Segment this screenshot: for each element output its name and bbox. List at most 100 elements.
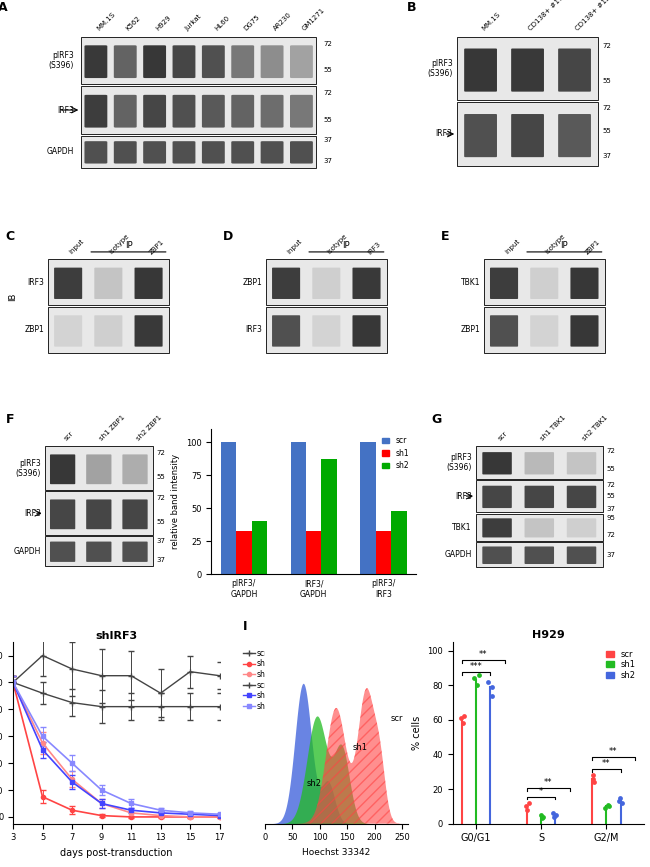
FancyBboxPatch shape bbox=[571, 268, 599, 299]
Point bbox=[487, 680, 497, 694]
Text: **: ** bbox=[544, 779, 552, 787]
Point bbox=[614, 794, 624, 808]
Text: 72: 72 bbox=[606, 532, 616, 538]
X-axis label: Hoechst 33342: Hoechst 33342 bbox=[302, 848, 370, 857]
Text: 37: 37 bbox=[606, 506, 616, 512]
Text: **: ** bbox=[479, 650, 488, 660]
X-axis label: days post-transduction: days post-transduction bbox=[60, 848, 172, 858]
FancyBboxPatch shape bbox=[44, 447, 153, 490]
Text: 37: 37 bbox=[157, 557, 166, 563]
FancyBboxPatch shape bbox=[476, 480, 603, 512]
FancyBboxPatch shape bbox=[122, 499, 148, 529]
FancyBboxPatch shape bbox=[457, 36, 598, 101]
Text: IRF3: IRF3 bbox=[57, 106, 73, 114]
FancyBboxPatch shape bbox=[266, 259, 387, 305]
Text: 72: 72 bbox=[157, 450, 166, 456]
Text: IRF3: IRF3 bbox=[245, 325, 262, 335]
FancyBboxPatch shape bbox=[290, 141, 313, 164]
FancyBboxPatch shape bbox=[50, 454, 75, 484]
Title: H929: H929 bbox=[532, 630, 564, 640]
FancyBboxPatch shape bbox=[484, 307, 604, 353]
Text: input: input bbox=[68, 238, 85, 256]
FancyBboxPatch shape bbox=[81, 86, 316, 134]
Text: 72: 72 bbox=[606, 482, 616, 488]
Point bbox=[603, 799, 614, 813]
FancyBboxPatch shape bbox=[482, 518, 512, 538]
Y-axis label: relative band intensity: relative band intensity bbox=[172, 454, 181, 549]
FancyBboxPatch shape bbox=[81, 135, 316, 167]
Text: IRF3: IRF3 bbox=[367, 240, 382, 256]
Text: 55: 55 bbox=[157, 519, 165, 525]
FancyBboxPatch shape bbox=[482, 486, 512, 508]
Text: DG75: DG75 bbox=[242, 14, 261, 32]
FancyBboxPatch shape bbox=[571, 316, 599, 347]
FancyBboxPatch shape bbox=[202, 45, 225, 78]
FancyBboxPatch shape bbox=[476, 447, 603, 479]
Text: ZBP1: ZBP1 bbox=[149, 238, 166, 256]
Text: IP: IP bbox=[560, 241, 568, 250]
Legend: scr, sh1, sh2: scr, sh1, sh2 bbox=[378, 433, 412, 473]
FancyBboxPatch shape bbox=[530, 316, 558, 347]
Point bbox=[521, 803, 532, 817]
FancyBboxPatch shape bbox=[172, 141, 196, 164]
Text: 55: 55 bbox=[606, 493, 616, 499]
Text: isotype: isotype bbox=[544, 233, 566, 256]
Text: K562: K562 bbox=[125, 15, 142, 32]
Text: GAPDH: GAPDH bbox=[445, 551, 472, 559]
Text: sh1: sh1 bbox=[353, 743, 368, 752]
Text: H929: H929 bbox=[281, 670, 302, 679]
FancyBboxPatch shape bbox=[122, 542, 148, 562]
Point bbox=[538, 810, 548, 824]
FancyBboxPatch shape bbox=[484, 259, 604, 305]
FancyBboxPatch shape bbox=[44, 492, 153, 535]
Bar bbox=[361, 442, 376, 574]
Text: HL60: HL60 bbox=[213, 15, 230, 32]
Point bbox=[458, 709, 469, 723]
FancyBboxPatch shape bbox=[261, 45, 283, 78]
FancyBboxPatch shape bbox=[476, 513, 603, 541]
FancyBboxPatch shape bbox=[172, 45, 196, 78]
Y-axis label: % cells: % cells bbox=[411, 716, 422, 750]
FancyBboxPatch shape bbox=[567, 452, 596, 474]
Text: 72: 72 bbox=[603, 43, 612, 49]
FancyBboxPatch shape bbox=[261, 141, 283, 164]
FancyBboxPatch shape bbox=[525, 486, 554, 508]
FancyBboxPatch shape bbox=[482, 452, 512, 474]
FancyBboxPatch shape bbox=[84, 95, 107, 127]
Point bbox=[588, 772, 598, 786]
Point bbox=[615, 791, 625, 805]
Text: 72: 72 bbox=[606, 448, 616, 454]
Text: 37: 37 bbox=[324, 137, 333, 143]
Point bbox=[458, 716, 469, 730]
Text: 72: 72 bbox=[603, 106, 612, 112]
Point bbox=[521, 799, 531, 813]
FancyBboxPatch shape bbox=[558, 114, 591, 157]
Text: CD138+ #11: CD138+ #11 bbox=[528, 0, 565, 32]
FancyBboxPatch shape bbox=[143, 95, 166, 127]
Text: ZBP1: ZBP1 bbox=[25, 325, 44, 335]
Text: ZBP1: ZBP1 bbox=[584, 238, 602, 256]
Text: GAPDH: GAPDH bbox=[46, 147, 73, 156]
FancyBboxPatch shape bbox=[567, 518, 596, 538]
Text: scr: scr bbox=[62, 431, 74, 442]
FancyBboxPatch shape bbox=[84, 45, 107, 78]
Text: A: A bbox=[0, 1, 7, 14]
FancyBboxPatch shape bbox=[143, 141, 166, 164]
FancyBboxPatch shape bbox=[530, 268, 558, 299]
Text: pIRF3
(S396): pIRF3 (S396) bbox=[16, 459, 41, 478]
Text: 72: 72 bbox=[324, 90, 333, 96]
FancyBboxPatch shape bbox=[135, 268, 162, 299]
Text: TBK1: TBK1 bbox=[452, 523, 472, 531]
Text: pIRF3
(S396): pIRF3 (S396) bbox=[447, 453, 472, 473]
Point bbox=[472, 678, 482, 692]
Point bbox=[487, 688, 497, 702]
Text: input: input bbox=[286, 238, 303, 256]
Legend: scr, sh1, sh2: scr, sh1, sh2 bbox=[603, 646, 640, 683]
FancyBboxPatch shape bbox=[525, 452, 554, 474]
Text: pIRF3
(S396): pIRF3 (S396) bbox=[427, 59, 452, 78]
Text: 55: 55 bbox=[157, 474, 165, 480]
FancyBboxPatch shape bbox=[567, 486, 596, 508]
FancyBboxPatch shape bbox=[511, 114, 544, 157]
Text: ZBP1: ZBP1 bbox=[242, 277, 262, 287]
Text: IP: IP bbox=[125, 241, 132, 250]
